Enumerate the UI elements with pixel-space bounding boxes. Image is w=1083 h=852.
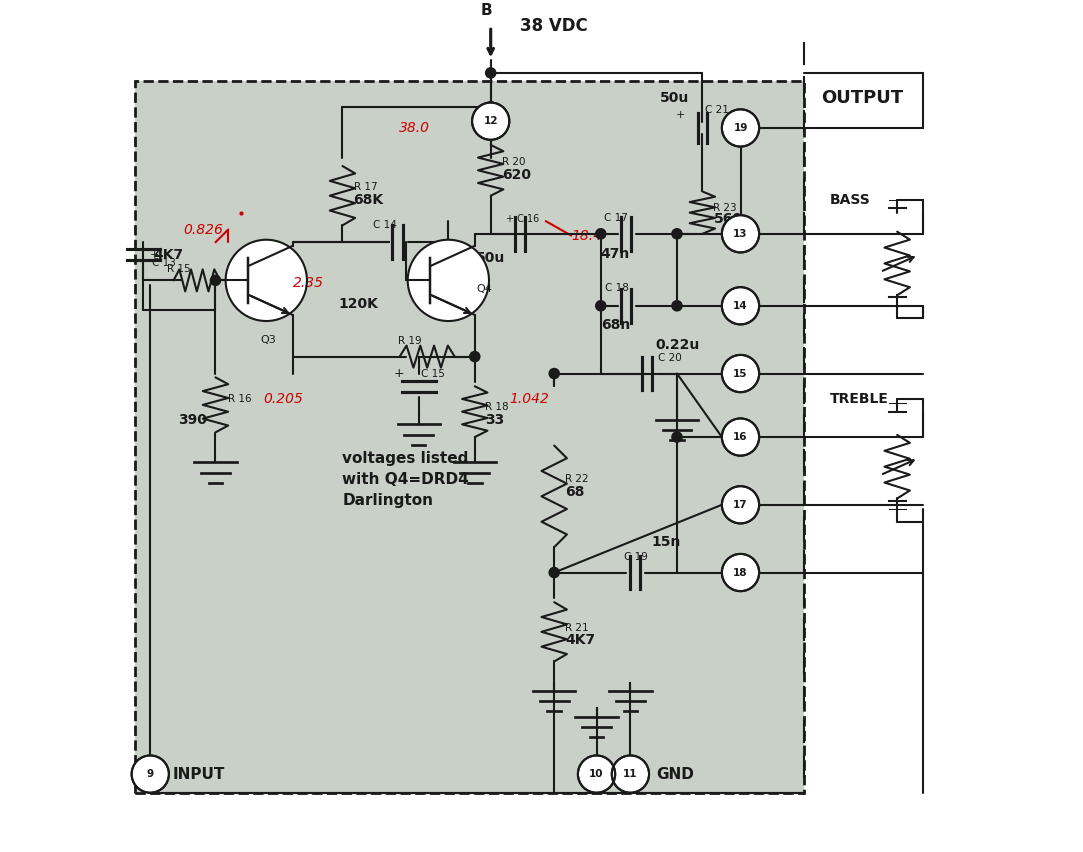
Circle shape xyxy=(407,239,490,321)
Text: R 21: R 21 xyxy=(565,623,589,632)
Text: 47n: 47n xyxy=(601,246,630,261)
Circle shape xyxy=(549,368,559,378)
Circle shape xyxy=(485,68,496,78)
Circle shape xyxy=(485,101,496,112)
Text: +: + xyxy=(676,110,686,120)
Text: GND: GND xyxy=(656,767,694,781)
Text: BASS: BASS xyxy=(830,193,870,207)
Circle shape xyxy=(722,554,759,591)
Text: 68: 68 xyxy=(565,485,585,499)
Text: +: + xyxy=(394,367,404,380)
Text: 9: 9 xyxy=(146,769,154,779)
Text: 68n: 68n xyxy=(601,319,630,332)
Text: TREBLE: TREBLE xyxy=(830,392,888,406)
Text: 14: 14 xyxy=(733,301,748,311)
Text: 0.22u: 0.22u xyxy=(656,338,700,353)
Circle shape xyxy=(210,275,221,285)
Text: R 22: R 22 xyxy=(565,475,589,485)
Text: 50u: 50u xyxy=(477,250,506,265)
Text: 120K: 120K xyxy=(338,297,378,311)
Circle shape xyxy=(722,109,759,147)
Text: C 14: C 14 xyxy=(373,220,396,229)
Text: 18: 18 xyxy=(733,567,747,578)
Text: C 17: C 17 xyxy=(604,213,628,222)
Text: Q4: Q4 xyxy=(477,284,493,294)
Text: + C 16: + C 16 xyxy=(506,214,539,223)
Text: C 13: C 13 xyxy=(152,258,175,268)
Circle shape xyxy=(612,756,649,792)
Circle shape xyxy=(722,418,759,456)
Circle shape xyxy=(225,239,306,321)
Text: 10: 10 xyxy=(589,769,604,779)
Text: 4K7: 4K7 xyxy=(154,248,184,262)
Circle shape xyxy=(671,228,682,239)
Circle shape xyxy=(671,301,682,311)
Text: +: + xyxy=(151,250,159,260)
Text: 50u: 50u xyxy=(660,91,689,105)
Text: 15n: 15n xyxy=(652,535,681,549)
Text: 19: 19 xyxy=(733,123,747,133)
Bar xyxy=(135,82,804,792)
Text: INPUT: INPUT xyxy=(173,767,225,781)
Text: C 18: C 18 xyxy=(605,283,629,293)
Text: 390: 390 xyxy=(178,413,207,427)
Circle shape xyxy=(722,355,759,392)
Text: 68K: 68K xyxy=(353,193,383,207)
Text: R 17: R 17 xyxy=(353,182,377,193)
Text: 13: 13 xyxy=(733,229,747,239)
Text: 38 VDC: 38 VDC xyxy=(520,17,588,35)
Text: R 23: R 23 xyxy=(714,204,738,213)
Circle shape xyxy=(671,432,682,442)
Text: C 19: C 19 xyxy=(624,551,648,561)
Text: R 15: R 15 xyxy=(167,263,191,273)
Text: C 15: C 15 xyxy=(421,369,445,378)
Text: R 18: R 18 xyxy=(485,402,509,412)
Circle shape xyxy=(596,301,605,311)
Text: 620: 620 xyxy=(501,168,531,181)
Text: 0.826: 0.826 xyxy=(183,222,223,237)
Circle shape xyxy=(722,287,759,325)
Text: 560: 560 xyxy=(714,212,743,227)
Text: 33: 33 xyxy=(485,413,505,427)
Text: 1.042: 1.042 xyxy=(509,392,549,406)
Text: Q3: Q3 xyxy=(260,335,276,345)
Circle shape xyxy=(549,567,559,578)
Text: 18.4: 18.4 xyxy=(571,228,602,243)
Circle shape xyxy=(472,102,509,140)
Text: 17: 17 xyxy=(733,500,748,509)
Circle shape xyxy=(470,352,480,362)
Text: C 21: C 21 xyxy=(705,106,729,115)
Text: R 16: R 16 xyxy=(229,394,251,404)
Text: voltages listed
with Q4=DRD4
Darlington: voltages listed with Q4=DRD4 Darlington xyxy=(342,451,469,508)
Text: 38.0: 38.0 xyxy=(399,121,430,135)
Text: 0.205: 0.205 xyxy=(263,392,302,406)
Circle shape xyxy=(578,756,615,792)
FancyBboxPatch shape xyxy=(135,82,804,792)
Circle shape xyxy=(722,216,759,252)
Circle shape xyxy=(596,228,605,239)
Text: 12: 12 xyxy=(483,116,498,126)
Text: R 19: R 19 xyxy=(399,336,422,346)
Text: R 20: R 20 xyxy=(501,157,525,167)
Circle shape xyxy=(722,486,759,523)
Text: OUTPUT: OUTPUT xyxy=(821,89,903,107)
Text: 11: 11 xyxy=(623,769,638,779)
Text: 4K7: 4K7 xyxy=(565,633,596,648)
Circle shape xyxy=(132,756,169,792)
Text: 15: 15 xyxy=(733,369,747,378)
Text: 2.35: 2.35 xyxy=(293,276,324,290)
Text: B: B xyxy=(481,3,493,18)
Text: C 20: C 20 xyxy=(658,353,682,363)
Text: 16: 16 xyxy=(733,432,747,442)
